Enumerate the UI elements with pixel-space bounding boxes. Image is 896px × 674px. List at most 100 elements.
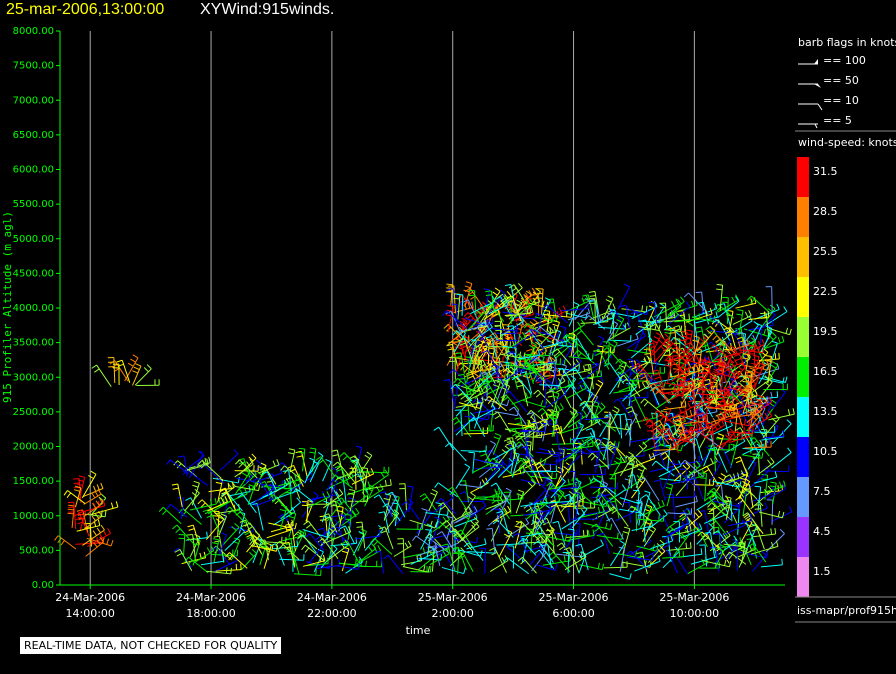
barb-flag: [485, 294, 492, 296]
wind-barb: [301, 501, 309, 523]
wind-barb: [540, 477, 553, 507]
barb-flag: [443, 548, 450, 551]
wind-barb: [673, 521, 680, 543]
barb-staff: [522, 556, 537, 574]
wind-barb: [614, 367, 638, 388]
barb-flag: [201, 463, 206, 469]
wind-barb: [83, 498, 104, 518]
barb-staff: [582, 510, 609, 516]
wind-barb: [315, 456, 336, 477]
barb-staff: [626, 335, 646, 349]
barb-flag: [611, 339, 618, 344]
barb-staff: [262, 484, 288, 498]
barb-flag: [313, 491, 319, 496]
wind-barb: [193, 545, 215, 564]
barb-flag: [605, 500, 608, 507]
barb-staff: [550, 481, 567, 500]
barb-flag: [787, 447, 792, 453]
barb-flag: [544, 297, 551, 302]
barb-flag: [495, 296, 501, 301]
barb-flag: [789, 328, 792, 335]
wind-barb: [728, 514, 753, 527]
barb-flag: [132, 370, 139, 374]
wind-barb: [644, 539, 670, 558]
barb-flag: [532, 356, 538, 362]
barb-flag: [436, 498, 442, 503]
barb-flag: [368, 546, 373, 552]
barb-flag: [496, 341, 503, 345]
barb-flag: [486, 337, 493, 342]
barb-flag: [462, 320, 468, 325]
barb-flag: [574, 327, 580, 332]
barb-staff: [387, 554, 404, 574]
barb-flag: [361, 467, 368, 469]
barb-staff: [507, 360, 528, 364]
wind-barb: [454, 409, 463, 437]
barb-staff: [346, 540, 359, 563]
wind-barb: [561, 502, 572, 531]
barb-flag: [743, 484, 750, 487]
wind-barb: [445, 283, 453, 306]
wind-barb: [199, 464, 225, 484]
barb-flag: [234, 459, 240, 465]
barb-staff: [568, 356, 593, 360]
barb-flag: [572, 379, 575, 386]
barb-flag: [497, 487, 501, 494]
barb-staff: [633, 330, 645, 353]
barb-flag: [602, 505, 605, 512]
barb-flag: [715, 311, 718, 318]
wind-barb: [670, 555, 688, 575]
wind-barb: [771, 419, 792, 445]
barb-flag: [479, 304, 486, 309]
barb-flag: [734, 456, 741, 460]
barb-flag: [434, 482, 439, 488]
barb-flag: [521, 537, 528, 541]
barb-flag: [67, 512, 74, 515]
barb-staff: [563, 411, 578, 430]
wind-barb: [591, 523, 614, 547]
barb-flag: [322, 513, 329, 517]
barb-staff: [472, 452, 475, 474]
barb-staff: [568, 304, 580, 327]
wind-barb: [306, 491, 331, 509]
barb-flag: [258, 484, 261, 491]
barb-flag: [487, 398, 493, 404]
barb-staff: [438, 426, 455, 451]
barb-staff: [532, 412, 541, 437]
barb-flag: [624, 455, 627, 463]
wind-barb: [531, 548, 547, 572]
wind-barb: [734, 456, 749, 478]
barb-staff: [284, 465, 306, 484]
barb-staff: [354, 455, 367, 479]
barb-staff: [525, 371, 533, 394]
barb-flag: [650, 315, 656, 322]
wind-barb: [398, 483, 407, 511]
barb-flag: [521, 331, 527, 338]
barb-flag: [445, 314, 452, 317]
barb-flag: [485, 387, 491, 392]
barb-flag: [635, 359, 641, 365]
barb-staff: [761, 470, 789, 473]
wind-barb: [459, 517, 479, 542]
wind-barb: [293, 569, 322, 577]
barb-flag: [447, 348, 454, 351]
barb-flag: [203, 551, 207, 558]
barb-flag: [582, 505, 588, 510]
barb-staff: [567, 312, 590, 321]
barb-flag: [452, 342, 459, 347]
barb-flag: [301, 544, 306, 551]
barb-staff: [467, 375, 488, 388]
barb-staff: [251, 488, 274, 505]
barb-flag: [371, 543, 377, 549]
barb-flag: [54, 535, 59, 541]
barb-flag: [601, 488, 607, 494]
barb-flag: [470, 338, 477, 342]
barb-flag: [779, 481, 782, 488]
barb-staff: [328, 481, 338, 502]
barb-flag: [600, 370, 603, 377]
wind-barb: [303, 520, 324, 541]
wind-barb: [762, 414, 780, 438]
barb-staff: [702, 359, 728, 370]
wind-barb: [197, 460, 222, 479]
barb-staff: [326, 504, 341, 522]
